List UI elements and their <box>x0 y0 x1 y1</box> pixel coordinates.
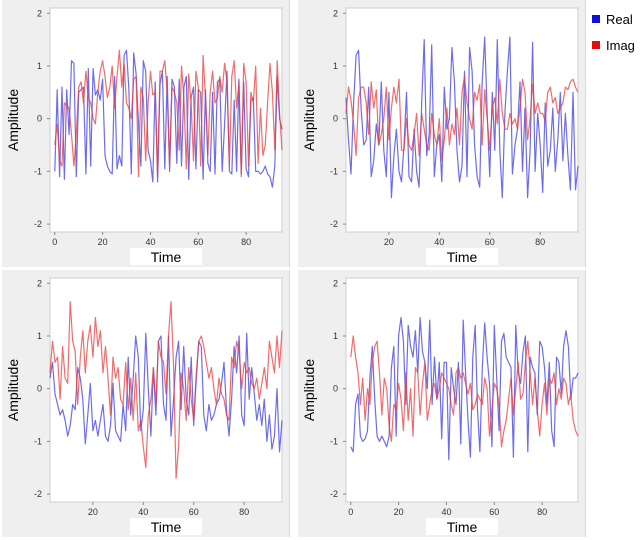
chart-panel-top-right: -2 -1 0 1 2 20 40 60 80 Time Amplitude <box>298 0 586 267</box>
y-tick-label: -1 <box>330 436 338 446</box>
x-tick-label: 0 <box>52 237 57 247</box>
y-tick-label: -1 <box>34 436 42 446</box>
y-tick-label: 1 <box>333 331 338 341</box>
chart-panel-bottom-right: -2 -1 0 1 2 0 20 40 60 80 Time Amplitude <box>298 270 586 537</box>
series-line-imag <box>49 301 283 479</box>
y-axis-label: Amplitude <box>301 89 317 151</box>
legend-swatch-imag <box>592 41 600 49</box>
x-axis-label-bg <box>130 248 202 265</box>
legend-item-real[interactable]: Real <box>592 6 635 32</box>
x-tick-label: 80 <box>535 237 545 247</box>
y-tick-label: 2 <box>37 278 42 288</box>
x-tick-label: 80 <box>239 507 249 517</box>
y-tick-label: 1 <box>37 61 42 71</box>
x-tick-label: 0 <box>348 507 353 517</box>
y-tick-label: -2 <box>330 219 338 229</box>
x-tick-label: 20 <box>88 507 98 517</box>
y-tick-label: 0 <box>333 114 338 124</box>
chart-svg: -2 -1 0 1 2 20 40 60 80 Time Amplitude <box>5 277 283 535</box>
legend-label-imag: Imag <box>606 37 635 53</box>
legend-swatch-real <box>592 15 600 23</box>
x-axis-label: Time <box>447 519 478 535</box>
y-tick-label: 0 <box>37 114 42 124</box>
y-tick-label: 0 <box>333 384 338 394</box>
series-line-real <box>345 36 579 199</box>
x-tick-label: 20 <box>384 237 394 247</box>
y-axis-label: Amplitude <box>5 359 21 421</box>
legend: Real Imag <box>592 6 635 58</box>
x-tick-label: 40 <box>145 237 155 247</box>
series-line-imag <box>54 49 283 178</box>
x-axis-label-bg <box>130 518 202 535</box>
x-tick-label: 40 <box>138 507 148 517</box>
series-line-real <box>350 316 579 461</box>
y-tick-label: 1 <box>333 61 338 71</box>
legend-label-real: Real <box>606 11 633 27</box>
x-tick-label: 20 <box>394 507 404 517</box>
chart-svg: -2 -1 0 1 2 20 40 60 80 Time Amplitude <box>301 7 579 265</box>
legend-item-imag[interactable]: Imag <box>592 32 635 58</box>
x-axis-label: Time <box>151 249 182 265</box>
x-tick-label: 60 <box>193 237 203 247</box>
y-tick-label: -2 <box>34 219 42 229</box>
y-axis-label: Amplitude <box>301 359 317 421</box>
y-axis-label: Amplitude <box>5 89 21 151</box>
series-line-imag <box>350 335 579 448</box>
y-tick-label: 1 <box>37 331 42 341</box>
x-tick-label: 40 <box>434 237 444 247</box>
x-axis-label-bg <box>426 518 498 535</box>
y-tick-label: 2 <box>333 8 338 18</box>
y-tick-label: -1 <box>330 166 338 176</box>
y-tick-label: -2 <box>34 489 42 499</box>
y-tick-label: -1 <box>34 166 42 176</box>
y-tick-label: 2 <box>37 8 42 18</box>
x-tick-label: 60 <box>489 507 499 517</box>
y-tick-label: -2 <box>330 489 338 499</box>
x-tick-label: 80 <box>537 507 547 517</box>
x-tick-label: 60 <box>189 507 199 517</box>
x-tick-label: 80 <box>241 237 251 247</box>
y-tick-label: 2 <box>333 278 338 288</box>
x-tick-label: 20 <box>98 237 108 247</box>
x-axis-label: Time <box>447 249 478 265</box>
x-tick-label: 60 <box>485 237 495 247</box>
x-axis-label: Time <box>151 519 182 535</box>
chart-panel-top-left: -2 -1 0 1 2 0 20 40 60 80 Time Amplitude <box>2 0 290 267</box>
x-tick-label: 40 <box>441 507 451 517</box>
chart-panel-bottom-left: -2 -1 0 1 2 20 40 60 80 Time Amplitude <box>2 270 290 537</box>
x-axis-label-bg <box>426 248 498 265</box>
y-tick-label: 0 <box>37 384 42 394</box>
series-line-imag <box>345 75 579 162</box>
series-line-real <box>49 332 283 453</box>
plot-area <box>345 7 579 233</box>
